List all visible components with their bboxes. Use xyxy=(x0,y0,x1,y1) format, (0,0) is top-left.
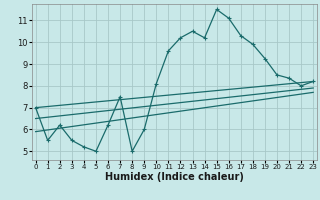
X-axis label: Humidex (Indice chaleur): Humidex (Indice chaleur) xyxy=(105,172,244,182)
